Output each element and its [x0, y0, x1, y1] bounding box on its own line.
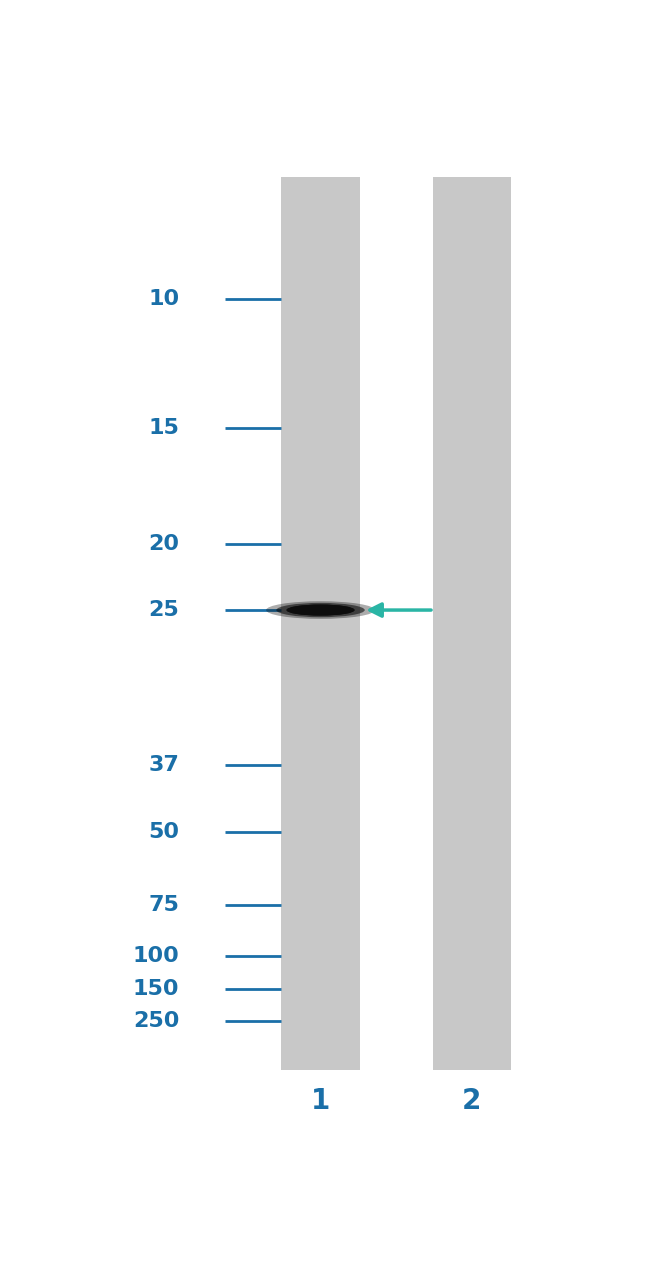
Text: 50: 50	[148, 822, 179, 842]
Ellipse shape	[266, 601, 375, 618]
Ellipse shape	[287, 605, 354, 616]
Text: 10: 10	[148, 290, 179, 309]
Ellipse shape	[287, 605, 354, 616]
Text: 100: 100	[133, 946, 179, 966]
Ellipse shape	[276, 603, 365, 617]
Bar	[433, 177, 511, 1069]
Text: 37: 37	[149, 754, 179, 775]
Bar	[281, 177, 359, 1069]
Text: 250: 250	[133, 1011, 179, 1031]
Text: 150: 150	[133, 979, 179, 999]
Text: 1: 1	[311, 1087, 330, 1115]
Text: 25: 25	[149, 599, 179, 620]
Text: 15: 15	[149, 418, 179, 438]
Text: 75: 75	[149, 895, 179, 916]
Text: 20: 20	[148, 533, 179, 554]
Text: 2: 2	[462, 1087, 482, 1115]
